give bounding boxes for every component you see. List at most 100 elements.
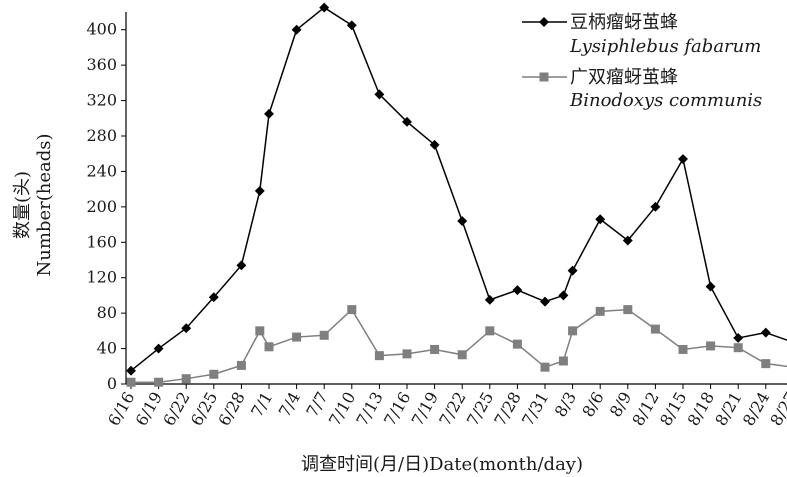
x-tick-label: 8/27 [766,389,787,430]
data-point-diamond [705,281,716,292]
x-tick-label: 6/28 [214,389,248,430]
data-point-square [650,324,660,334]
data-point-diamond [540,296,550,307]
data-point-diamond [558,290,569,301]
series-2 [126,305,787,387]
y-tick-label: 80 [97,303,117,322]
data-point-diamond [208,292,219,303]
data-point-square [319,330,329,340]
series-line [131,308,787,383]
data-point-diamond [181,323,192,334]
y-tick-label: 400 [86,20,117,39]
x-axis-title: 调查时间(月/日)Date(month/day) [301,454,583,475]
data-point-diamond [126,365,136,376]
y-tick-label: 0 [107,374,117,393]
data-point-square [374,351,384,361]
data-point-square [540,362,550,372]
data-point-square [402,349,412,359]
data-point-square [236,360,246,370]
data-point-diamond [567,265,578,276]
x-tick-label: 8/6 [578,389,607,421]
data-point-square [761,359,771,369]
legend-marker-square [539,72,549,82]
y-tick-label: 360 [86,55,117,74]
x-tick-label: 6/25 [187,389,221,430]
x-tick-label: 8/15 [656,389,690,430]
data-point-square [264,342,274,352]
y-tick-label: 40 [97,339,117,358]
x-tick-label: 8/12 [628,389,662,430]
data-point-square [568,326,578,336]
series-1 [126,2,787,376]
x-tick-label: 7/19 [408,389,442,430]
data-point-diamond [760,327,771,338]
legend-label-series-1-cn: 豆柄瘤蚜茧蜂 [570,12,678,33]
data-point-square [623,305,633,315]
x-tick-label: 8/3 [551,389,580,421]
legend-item-series-1: 豆柄瘤蚜茧蜂 Lysiphlebus fabarum [522,12,761,57]
data-point-square [292,332,302,342]
data-point-square [347,305,357,315]
y-tick-label: 240 [86,161,117,180]
axes [125,12,787,385]
legend-marker-diamond [539,17,549,27]
data-point-square [430,344,440,354]
x-tick-label: 7/28 [490,389,524,430]
data-point-diamond [457,216,468,226]
data-point-square [209,369,219,379]
data-point-diamond [346,20,357,31]
data-point-diamond [484,294,495,305]
data-point-square [154,377,164,387]
x-tick-label: 7/1 [247,389,276,421]
data-point-diamond [254,185,265,196]
x-tick-label: 6/16 [104,389,138,430]
data-point-diamond [512,285,523,296]
x-tick-label: 7/16 [380,389,414,430]
data-point-square [126,377,136,387]
data-point-square [733,343,743,353]
data-point-diamond [264,108,274,119]
x-tick-label: 7/31 [518,389,552,430]
data-point-square [485,326,495,336]
data-point-square [255,326,265,336]
x-tick-label: 7/13 [352,389,386,430]
x-tick-label: 8/21 [711,389,745,430]
legend-label-series-2-latin: Binodoxys communis [569,90,762,111]
x-tick-label: 8/24 [739,389,773,430]
data-point-square [181,374,191,384]
x-tick-label: 7/22 [435,389,469,430]
legend-label-series-1-latin: Lysiphlebus fabarum [569,36,761,57]
x-axis-ticks: 6/166/196/226/256/287/17/47/77/107/137/1… [104,384,787,429]
x-tick-label: 7/4 [275,389,304,421]
y-axis-title-cn: 数量(头) [12,171,33,239]
y-tick-label: 160 [86,232,117,251]
data-point-diamond [153,343,164,354]
x-tick-label: 6/22 [159,389,193,430]
y-axis-title-en: Number(heads) [34,134,55,277]
data-point-diamond [622,235,633,246]
data-point-square [558,356,568,366]
x-tick-label: 8/18 [684,389,718,430]
series-line [130,6,787,372]
data-point-square [595,306,605,316]
legend: 豆柄瘤蚜茧蜂 Lysiphlebus fabarum 广双瘤蚜茧蜂 Binodo… [522,12,762,111]
data-point-diamond [236,260,247,271]
data-point-diamond [733,332,744,343]
data-point-diamond [650,201,661,212]
y-tick-label: 120 [86,268,117,287]
data-point-square [512,339,522,349]
y-tick-label: 320 [86,91,117,110]
y-tick-label: 280 [86,126,117,145]
y-tick-label: 200 [86,197,117,216]
legend-item-series-2: 广双瘤蚜茧蜂 Binodoxys communis [522,67,762,111]
x-tick-label: 7/25 [463,389,497,430]
data-point-diamond [595,214,606,225]
data-point-square [457,350,467,360]
data-point-square [678,344,688,354]
data-point-diamond [678,154,688,164]
y-axis-ticks: 0 40 80 120 160 200 240 280 320 360 400 [86,20,126,393]
series-layer [126,2,787,387]
legend-label-series-2-cn: 广双瘤蚜茧蜂 [570,67,678,88]
x-tick-label: 7/10 [325,389,359,430]
